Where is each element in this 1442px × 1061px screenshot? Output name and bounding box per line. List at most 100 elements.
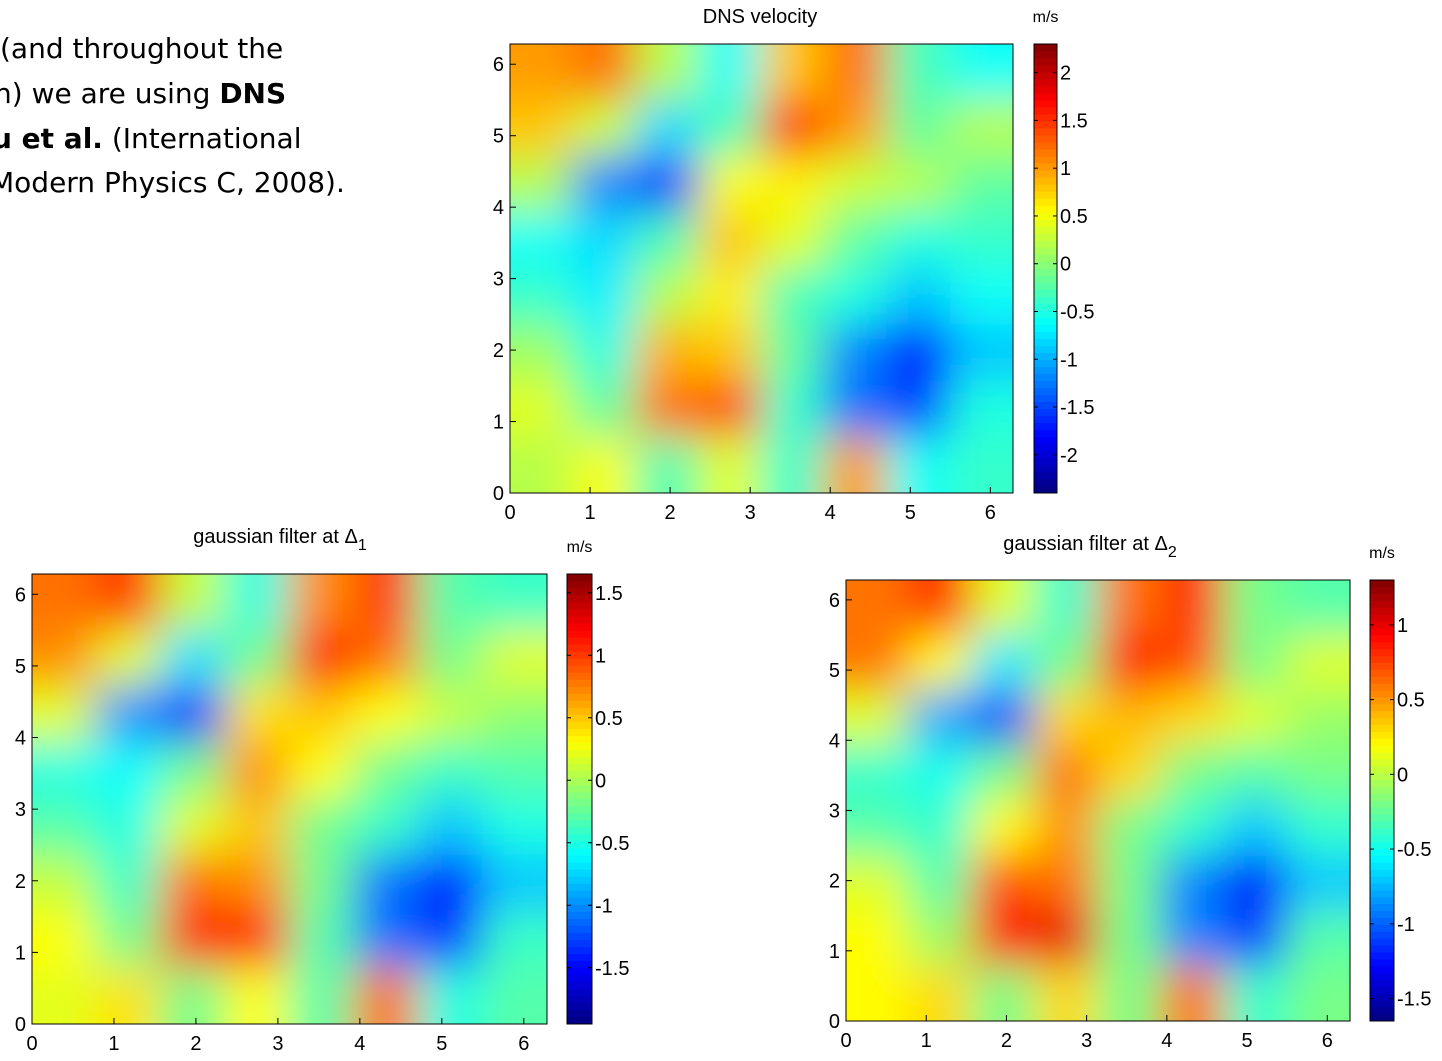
y-tick-label: 1 — [15, 942, 26, 964]
heatmap-cell — [160, 967, 226, 1024]
colorbar-strip — [1034, 176, 1057, 185]
heatmap-cell — [823, 155, 888, 213]
colorbar-tick-label: -0.5 — [1397, 839, 1431, 861]
colorbar-strip — [567, 840, 592, 849]
colorbar-strip — [1370, 793, 1394, 801]
colorbar-strip — [1370, 689, 1394, 698]
colorbar-label: m/s — [1369, 545, 1395, 562]
heatmap-cell — [949, 44, 1013, 101]
heatmap-cell — [1034, 800, 1099, 857]
text-segment: (International — [103, 122, 302, 155]
heatmap-cell — [353, 854, 419, 912]
colorbar-strip — [567, 826, 592, 835]
heatmap-cell — [1097, 634, 1162, 691]
colorbar-strip — [1034, 303, 1057, 311]
heatmap-cell — [823, 324, 888, 382]
colorbar-strip — [1034, 464, 1057, 473]
colorbar-strip — [1034, 64, 1057, 73]
heatmap-cell — [908, 800, 973, 857]
heatmap-cell — [823, 268, 888, 326]
colorbar-strip — [1370, 731, 1394, 739]
heatmap-cell — [95, 686, 162, 744]
colorbar-frame — [566, 573, 593, 1025]
heatmap-cell — [160, 798, 226, 856]
colorbar-strip — [1034, 134, 1057, 143]
colorbar-strip — [567, 974, 592, 983]
heatmap-cell — [482, 742, 547, 800]
colorbar-strip — [1034, 401, 1057, 410]
colorbar-strip — [1370, 972, 1394, 980]
slide-text: Modern Physics C, 2008). — [0, 166, 345, 199]
colorbar-strip — [567, 763, 592, 772]
colorbar-strip — [1370, 627, 1394, 636]
colorbar-strip — [1370, 593, 1394, 601]
heatmap-cell — [1097, 580, 1162, 636]
heatmap-cell — [353, 798, 419, 856]
colorbar-strip — [1370, 1013, 1394, 1022]
heatmap-cell — [32, 967, 97, 1024]
title-subscript: 1 — [358, 537, 367, 554]
heatmap-cell — [482, 798, 547, 856]
colorbar-strip — [567, 636, 592, 645]
heatmap-cell — [908, 580, 973, 636]
heatmap-cell — [949, 268, 1013, 326]
heatmap-cell — [908, 855, 973, 912]
y-tick-label: 4 — [15, 728, 26, 750]
colorbar-strip — [1034, 478, 1057, 487]
colorbar-strip — [1034, 422, 1057, 431]
heatmap-cell — [1286, 580, 1350, 636]
colorbar-strip — [1370, 1000, 1394, 1008]
colorbar-strip — [1034, 43, 1057, 52]
colorbar-strip — [567, 735, 592, 744]
colorbar-strip — [1370, 676, 1394, 684]
heatmap-cell — [846, 634, 910, 691]
colorbar-strip — [567, 728, 592, 737]
heatmap-cell — [1223, 580, 1288, 636]
colorbar-strip — [1370, 586, 1394, 595]
colorbar-tick-label: 0 — [1397, 764, 1408, 786]
heatmap-cell — [1034, 634, 1099, 691]
colorbar-tick-label: -1.5 — [595, 958, 629, 980]
heatmap-cell — [698, 44, 762, 101]
heatmap-cell — [572, 324, 637, 382]
colorbar-strip — [1034, 127, 1057, 136]
heatmap-cell — [510, 44, 574, 101]
colorbar-tick-label: 0.5 — [1397, 690, 1425, 712]
title-subscript: 2 — [1168, 544, 1177, 561]
heatmap-cell — [417, 854, 484, 912]
colorbar-strip — [1370, 910, 1394, 918]
heatmap-cell — [846, 744, 910, 801]
heatmap-cell — [1223, 910, 1288, 967]
colorbar-label: m/s — [1033, 9, 1059, 26]
colorbar-strip — [1370, 600, 1394, 608]
colorbar-strip — [1370, 882, 1394, 891]
colorbar-strip — [1370, 813, 1394, 822]
y-tick-label: 2 — [15, 871, 26, 893]
colorbar-strip — [1034, 198, 1057, 206]
heatmap-cell — [761, 324, 825, 382]
colorbar-strip — [567, 953, 592, 962]
colorbar-strip — [1034, 387, 1057, 396]
colorbar-strip — [567, 819, 592, 828]
heatmap-cell — [95, 742, 162, 800]
heatmap-cell — [289, 686, 355, 744]
heatmap-cell — [1223, 800, 1288, 857]
x-tick-label: 4 — [1161, 1030, 1172, 1052]
colorbar-strip — [1034, 282, 1057, 290]
heatmap-cell — [886, 268, 951, 326]
heatmap-cell — [949, 99, 1013, 157]
heatmap-cell — [846, 580, 910, 636]
colorbar-tick-label: 2 — [1060, 63, 1071, 85]
colorbar-strip — [1370, 648, 1394, 657]
colorbar-strip — [1370, 855, 1394, 863]
colorbar-strip — [1370, 944, 1394, 953]
colorbar-strip — [567, 700, 592, 708]
heatmap-cell — [1160, 744, 1225, 801]
colorbar-strip — [1370, 662, 1394, 670]
heatmap-cell — [761, 155, 825, 213]
heatmap-cell — [32, 686, 97, 744]
heatmap-cell — [698, 268, 762, 326]
colorbar-strip — [1034, 233, 1057, 241]
colorbar-strip — [567, 805, 592, 814]
